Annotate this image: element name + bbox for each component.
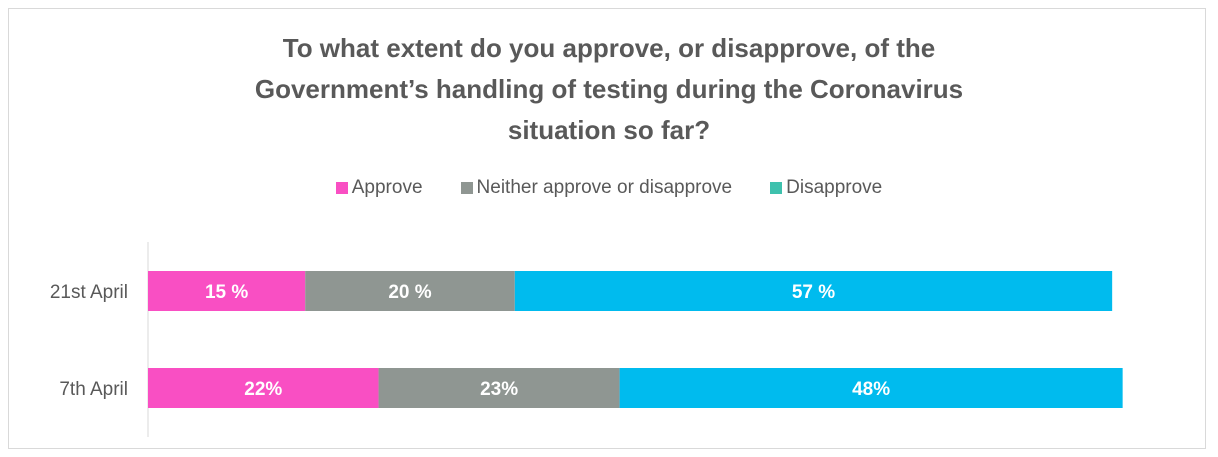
legend-swatch-neither (460, 182, 473, 194)
category-label: 21st April (50, 282, 128, 303)
legend-swatch-approve (335, 182, 348, 194)
legend-label-disapprove: Disapprove (786, 177, 883, 198)
data-label: 23% (480, 379, 518, 400)
bar-segment (619, 368, 1123, 408)
data-label: 20 % (388, 282, 431, 303)
bar-segment (148, 271, 306, 311)
legend-label-neither: Neither approve or disapprove (476, 177, 733, 198)
legend-item-disapprove: Disapprove (770, 177, 882, 199)
chart-title: To what extent do you approve, or disapp… (0, 28, 1218, 151)
legend-item-neither: Neither approve or disapprove (460, 177, 733, 199)
bar-segment (514, 271, 1113, 311)
data-label: 57 % (792, 282, 835, 303)
data-label: 15 % (205, 282, 248, 303)
legend-label-approve: Approve (351, 177, 423, 198)
chart-legend: Approve Neither approve or disapprove Di… (0, 177, 1218, 199)
data-label: 48% (852, 379, 890, 400)
chart-title-line-2: Government’s handling of testing during … (254, 74, 964, 104)
bar-segment (148, 368, 379, 408)
chart-title-line-3: situation so far? (507, 115, 711, 145)
chart-title-line-1: To what extent do you approve, or disapp… (282, 33, 936, 63)
legend-swatch-disapprove (770, 182, 783, 194)
category-label: 7th April (59, 379, 128, 400)
data-label: 22% (244, 379, 282, 400)
legend-item-approve: Approve (335, 177, 423, 199)
bar-segment (378, 368, 620, 408)
bar-segment (305, 271, 515, 311)
